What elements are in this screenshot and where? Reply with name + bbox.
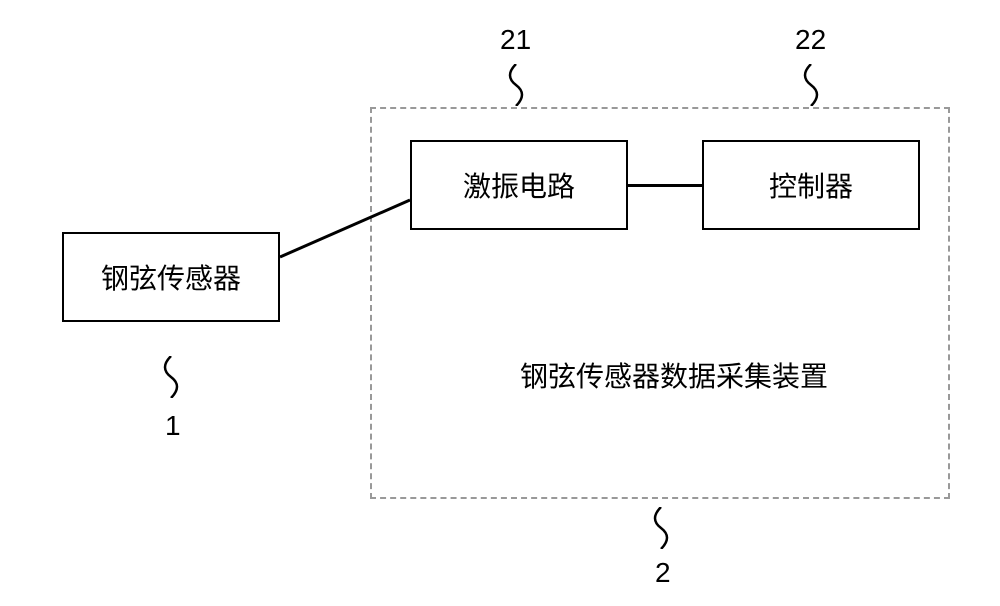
squiggle-2 [647,507,677,549]
squiggle-1 [157,356,187,398]
squiggle-22 [797,64,827,106]
controller-box: 控制器 [702,140,920,230]
controller-label: 控制器 [769,165,853,205]
excitation-circuit-label: 激振电路 [463,165,575,205]
ref-number-22: 22 [795,24,826,56]
squiggle-21 [502,64,532,106]
sensor-label: 钢弦传感器 [101,257,241,297]
block-diagram: 钢弦传感器 激振电路 控制器 钢弦传感器数据采集装置 21 22 1 2 [0,0,1000,606]
excitation-circuit-box: 激振电路 [410,140,628,230]
ref-number-21: 21 [500,24,531,56]
connector-excitation-controller [628,184,702,187]
ref-number-1: 1 [165,410,181,442]
sensor-box: 钢弦传感器 [62,232,280,322]
container-label-text: 钢弦传感器数据采集装置 [520,355,828,395]
ref-number-2: 2 [655,557,671,589]
